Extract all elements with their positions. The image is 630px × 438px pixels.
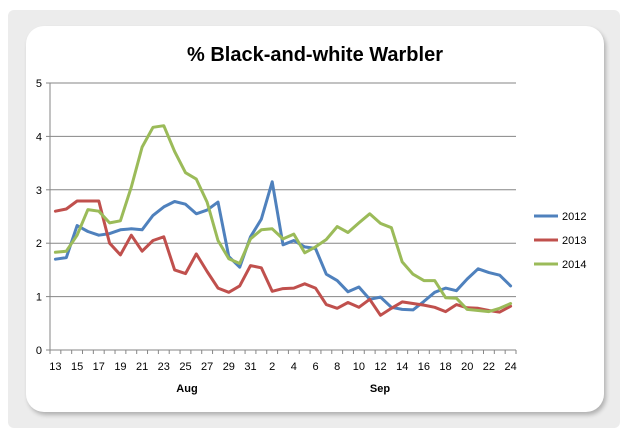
legend-label-2013: 2013 bbox=[562, 235, 586, 247]
series-lines bbox=[53, 124, 513, 317]
x-tick-label: 12 bbox=[374, 361, 386, 373]
x-tick-label: 17 bbox=[93, 361, 105, 373]
month-label-sep: Sep bbox=[370, 383, 390, 395]
x-tick-label: 18 bbox=[439, 361, 451, 373]
x-tick-label: 10 bbox=[353, 361, 365, 373]
x-tick-label: 25 bbox=[179, 361, 191, 373]
y-tick-label: 4 bbox=[36, 131, 42, 143]
y-tick-label: 3 bbox=[36, 185, 42, 197]
x-tick-label: 8 bbox=[334, 361, 340, 373]
x-tick-label: 20 bbox=[461, 361, 473, 373]
y-tick-label: 2 bbox=[36, 238, 42, 250]
gridlines bbox=[50, 82, 516, 298]
axes bbox=[46, 82, 517, 354]
y-tick-labels: 0 1 2 3 4 5 bbox=[36, 78, 42, 357]
x-tick-label: 19 bbox=[114, 361, 126, 373]
x-tick-label: 29 bbox=[223, 361, 235, 373]
y-tick-label: 0 bbox=[36, 345, 42, 357]
month-label-aug: Aug bbox=[176, 383, 197, 395]
x-tick-label: 16 bbox=[418, 361, 430, 373]
series-line-2013 bbox=[53, 199, 513, 317]
legend-label-2012: 2012 bbox=[562, 211, 586, 223]
series-line-2014 bbox=[53, 124, 513, 314]
legend: 2012 2013 2014 bbox=[534, 211, 586, 271]
x-tick-labels: 13 15 17 19 21 23 25 27 29 31 2 4 6 8 10 12 14 16 18 20 22 24 bbox=[49, 361, 516, 373]
x-tick-label: 24 bbox=[504, 361, 516, 373]
x-tick-label: 13 bbox=[49, 361, 61, 373]
x-tick-label: 4 bbox=[291, 361, 297, 373]
x-tick-label: 15 bbox=[71, 361, 83, 373]
x-tick-label: 27 bbox=[201, 361, 213, 373]
x-tick-label: 2 bbox=[269, 361, 275, 373]
x-tick-label: 6 bbox=[312, 361, 318, 373]
x-tick-label: 21 bbox=[136, 361, 148, 373]
y-tick-label: 5 bbox=[36, 78, 42, 90]
x-tick-label: 22 bbox=[483, 361, 495, 373]
series-line-2012 bbox=[53, 180, 513, 312]
chart-title: % Black-and-white Warbler bbox=[187, 44, 443, 66]
legend-label-2014: 2014 bbox=[562, 259, 586, 271]
x-tick-label: 23 bbox=[158, 361, 170, 373]
x-tick-label: 14 bbox=[396, 361, 408, 373]
x-tick-label: 31 bbox=[244, 361, 256, 373]
y-tick-label: 1 bbox=[36, 292, 42, 304]
